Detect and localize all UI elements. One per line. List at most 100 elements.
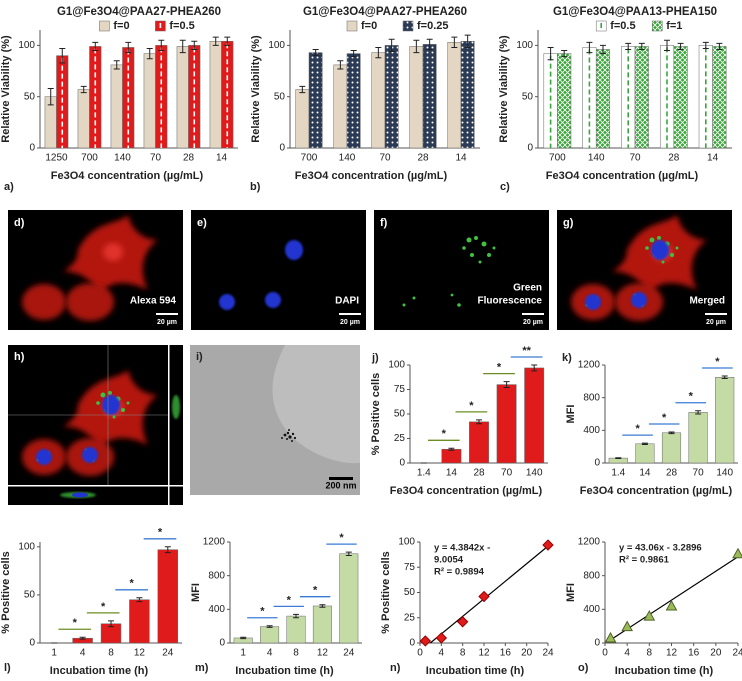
bar (110, 64, 123, 149)
x-tick-label: 28 (668, 153, 680, 164)
legend-label: f=0 (113, 20, 129, 32)
x-tick-label: 1.4 (417, 468, 431, 479)
legend-label: f=1 (666, 20, 682, 32)
bar (496, 384, 517, 464)
image-panel (8, 210, 183, 330)
x-tick-label: 14 (216, 153, 228, 164)
y-tick-label: 400 (208, 604, 225, 615)
significance-label: * (313, 585, 318, 597)
error-bar (59, 47, 66, 64)
bar (460, 41, 475, 149)
caption: Alexa 594 (130, 296, 177, 307)
x-axis-label: Incubation time (h) (235, 665, 334, 677)
error-bar (531, 364, 538, 372)
y-axis-label: Relative Viability (%) (498, 35, 510, 143)
error-bar (337, 60, 344, 70)
significance-label: * (662, 412, 667, 424)
panel-label: g) (563, 217, 574, 229)
trendline (429, 545, 549, 644)
x-tick-label: 14 (446, 468, 458, 479)
x-tick-label: 0 (602, 648, 608, 659)
y-tick-label: 0 (29, 638, 35, 649)
significance-label: * (158, 527, 163, 539)
y-axis-label: % Positive cells (370, 373, 382, 456)
panel-label: o) (578, 662, 589, 674)
error-bar (586, 41, 593, 54)
y-tick-label: 0 (527, 143, 533, 154)
significance-label: ** (522, 345, 531, 357)
y-tick-label: 25 (404, 612, 416, 623)
scale-label: 20 µm (523, 319, 543, 326)
significance-label: * (101, 601, 106, 613)
point (542, 539, 554, 551)
x-tick-label: 28 (183, 153, 195, 164)
caption: DAPI (335, 296, 359, 307)
panel-label: n) (390, 662, 401, 674)
bar (209, 41, 222, 149)
x-tick-label: 8 (647, 648, 653, 659)
bar (143, 53, 156, 149)
error-bar (179, 39, 186, 54)
bar (595, 49, 611, 149)
y-tick-label: 1200 (578, 537, 601, 548)
y-tick-label: 1200 (578, 360, 601, 371)
x-tick-label: 140 (716, 468, 733, 479)
panel-label: j) (371, 352, 379, 364)
scale-label: 20 µm (157, 319, 177, 326)
bar (635, 443, 655, 464)
significance-label: * (260, 606, 265, 618)
error-bar (92, 41, 99, 52)
legend-swatch (402, 20, 414, 32)
error-bar (125, 41, 132, 54)
bar (384, 45, 399, 149)
x-tick-label: 8 (108, 648, 114, 659)
error-bar (158, 39, 165, 52)
error-bar (702, 41, 709, 49)
error-bar (375, 46, 382, 59)
error-bar (625, 42, 632, 50)
panel-label: c) (500, 181, 510, 193)
error-bar (191, 40, 198, 50)
y-axis-label: Relative Viability (%) (250, 35, 262, 143)
scale-label: 200 nm (325, 480, 356, 490)
x-axis-label: Fe3O4 concentration (µg/mL) (295, 170, 448, 182)
x-tick-label: 12 (317, 648, 329, 659)
error-bar (212, 36, 219, 46)
bar (422, 44, 437, 149)
x-tick-label: 1 (240, 648, 246, 659)
error-bar (448, 447, 455, 451)
bar (524, 367, 545, 464)
y-tick-label: 75 (404, 562, 416, 573)
x-tick-label: 8 (293, 648, 299, 659)
x-tick-label: 4 (624, 648, 630, 659)
x-axis-label: Fe3O4 concentration (µg/mL) (546, 170, 699, 182)
y-axis-label: MFI (190, 583, 202, 602)
annotation: 9.0054 (434, 555, 464, 566)
x-tick-label: 4 (80, 648, 86, 659)
x-tick-label: 12 (478, 648, 490, 659)
point (478, 590, 490, 603)
bar (715, 377, 735, 464)
x-tick-label: 12 (666, 648, 678, 659)
error-bar (312, 48, 319, 57)
x-tick-label: 1.4 (611, 468, 625, 479)
image-panel (557, 210, 732, 330)
x-tick-label: 20 (710, 648, 722, 659)
annotation: y = 43.06x - 3.2896 (619, 543, 702, 554)
x-axis-label: Incubation time (h) (50, 665, 149, 677)
y-tick-label: 50 (24, 590, 36, 601)
error-bar (108, 620, 114, 628)
error-bar (164, 546, 171, 554)
significance-label: * (497, 362, 502, 374)
significance-label: * (73, 617, 78, 629)
x-tick-label: 14 (707, 153, 719, 164)
y-tick-label: 800 (583, 570, 600, 581)
x-axis-label: Fe3O4 concentration (µg/mL) (51, 170, 204, 182)
y-tick-label: 0 (219, 638, 225, 649)
error-bar (615, 457, 622, 460)
panel-label: f) (380, 217, 388, 229)
y-tick-label: 0 (594, 458, 600, 469)
bar (557, 53, 572, 149)
error-bar (561, 50, 568, 58)
